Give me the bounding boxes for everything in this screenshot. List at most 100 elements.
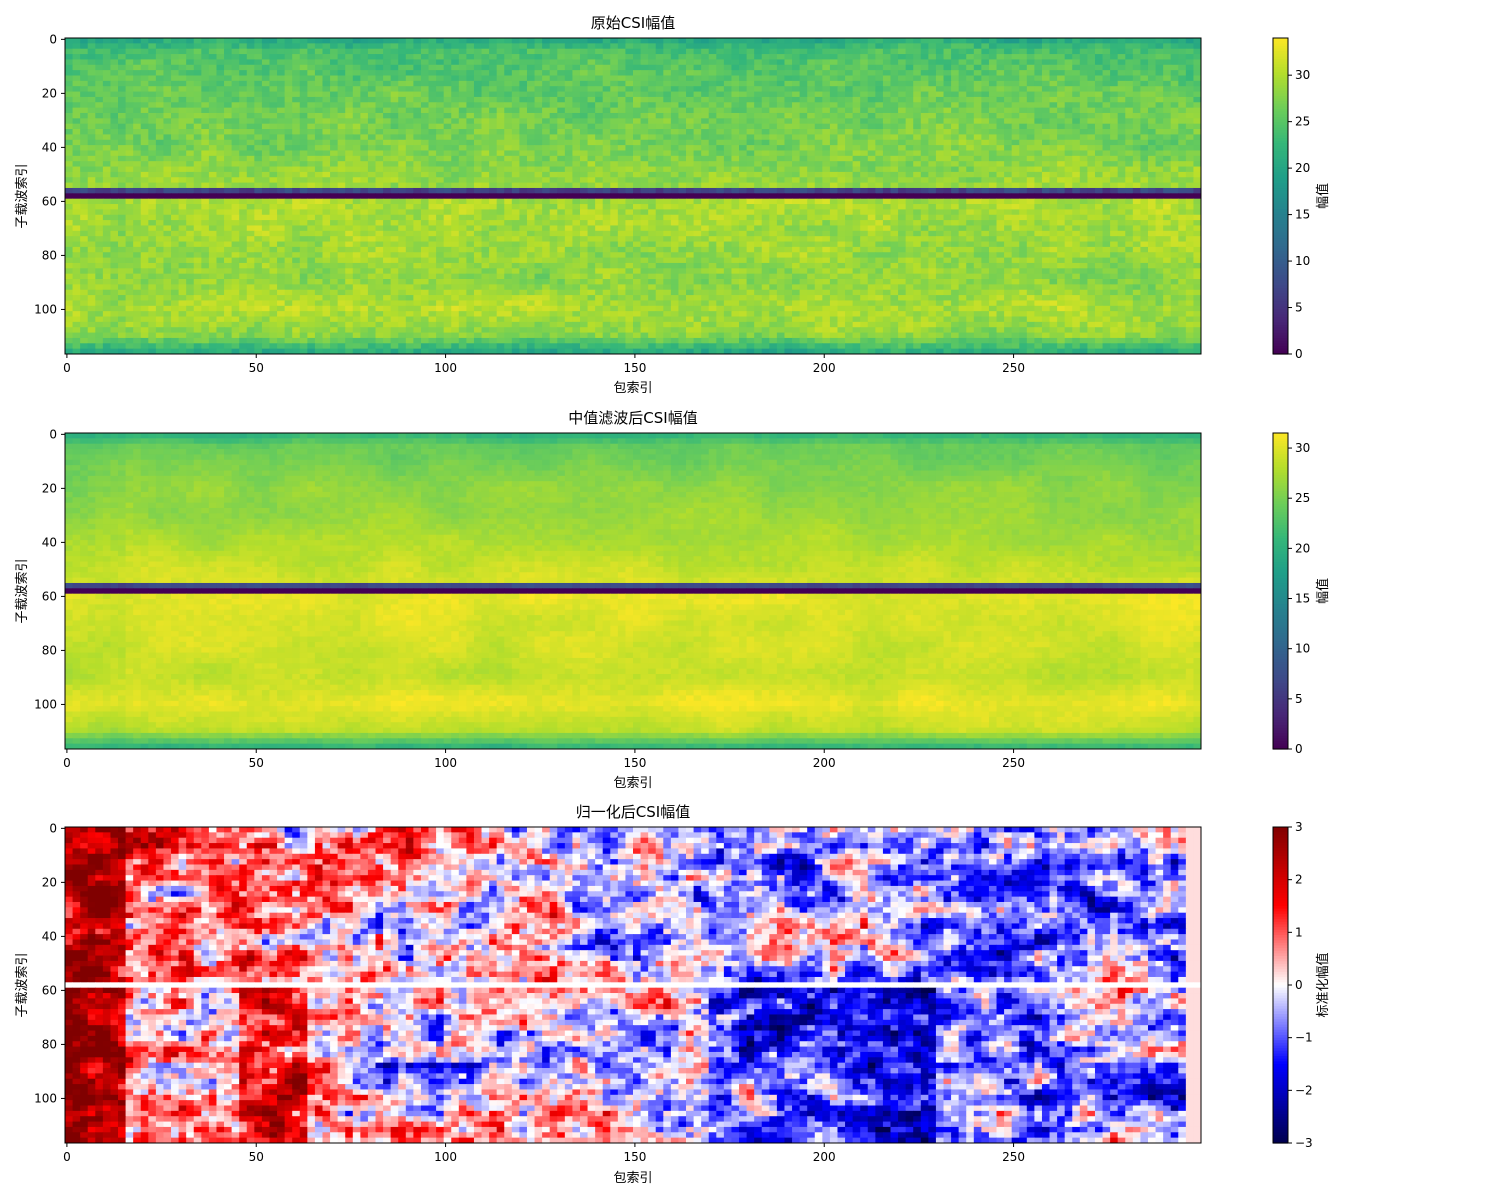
- heatmap-cell: [216, 80, 225, 87]
- heatmap-cell: [1026, 129, 1035, 135]
- heatmap-cell: [973, 118, 982, 125]
- heatmap-cell: [65, 107, 74, 114]
- heatmap-cell: [246, 123, 255, 130]
- heatmap-cell: [186, 91, 195, 98]
- heatmap-cell: [1117, 161, 1126, 168]
- heatmap-cell: [678, 193, 687, 200]
- heatmap-cell: [102, 198, 111, 205]
- heatmap-cell: [602, 118, 611, 125]
- heatmap-cell: [193, 70, 202, 76]
- heatmap-cell: [1094, 171, 1104, 178]
- heatmap-cell: [708, 43, 717, 50]
- heatmap-cell: [943, 102, 952, 109]
- heatmap-cell: [72, 59, 81, 66]
- heatmap-cell: [345, 129, 354, 135]
- heatmap-cell: [519, 123, 528, 130]
- heatmap-cell: [1087, 91, 1096, 98]
- heatmap-cell: [178, 75, 187, 82]
- heatmap-cell: [814, 161, 823, 168]
- heatmap-cell: [1064, 123, 1073, 130]
- heatmap-cell: [852, 48, 861, 55]
- heatmap-cell: [973, 123, 982, 130]
- heatmap-cell: [875, 139, 884, 146]
- heatmap-cell: [1163, 91, 1172, 98]
- heatmap-cell: [663, 150, 672, 157]
- heatmap-cell: [1079, 193, 1088, 200]
- heatmap-cell: [761, 166, 770, 173]
- heatmap-cell: [171, 198, 180, 205]
- heatmap-cell: [519, 166, 528, 173]
- heatmap-cell: [1064, 209, 1073, 216]
- heatmap-cell: [996, 70, 1005, 76]
- heatmap-cell: [360, 86, 369, 93]
- heatmap-cell: [769, 177, 778, 184]
- heatmap-cell: [292, 182, 301, 189]
- heatmap-cell: [519, 129, 528, 135]
- heatmap-cell: [1087, 43, 1096, 50]
- heatmap-cell: [375, 182, 384, 189]
- heatmap-cell: [701, 80, 710, 87]
- heatmap-cell: [723, 155, 732, 162]
- heatmap-cell: [118, 70, 127, 76]
- heatmap-cell: [617, 70, 626, 76]
- heatmap-cell: [761, 123, 770, 130]
- heatmap-cell: [519, 204, 528, 210]
- heatmap-cell: [284, 54, 293, 60]
- heatmap-cell: [193, 182, 202, 189]
- heatmap-cell: [905, 43, 914, 50]
- heatmap-cell: [716, 145, 725, 151]
- heatmap-cell: [867, 123, 876, 130]
- heatmap-cell: [254, 59, 263, 66]
- heatmap-cell: [133, 182, 142, 189]
- heatmap-cell: [375, 209, 384, 216]
- heatmap-cell: [299, 43, 308, 50]
- heatmap-cell: [784, 70, 793, 76]
- heatmap-cell: [352, 209, 361, 216]
- heatmap-cell: [428, 150, 437, 157]
- heatmap-cell: [1079, 75, 1088, 82]
- heatmap-cell: [375, 70, 384, 76]
- heatmap-cell: [951, 75, 960, 82]
- heatmap-cell: [1163, 54, 1172, 60]
- heatmap-cell: [1026, 166, 1035, 173]
- heatmap-cell: [436, 155, 445, 162]
- heatmap-cell: [822, 161, 831, 168]
- heatmap-cell: [920, 209, 929, 216]
- heatmap-cell: [928, 107, 937, 114]
- heatmap-cell: [867, 134, 876, 141]
- heatmap-cell: [973, 161, 982, 168]
- heatmap-cell: [913, 166, 922, 173]
- heatmap-cell: [617, 123, 626, 130]
- heatmap-cell: [65, 59, 74, 66]
- heatmap-cell: [1034, 43, 1043, 50]
- heatmap-cell: [807, 187, 816, 194]
- heatmap-cell: [314, 70, 323, 76]
- heatmap-cell: [549, 204, 558, 210]
- heatmap-cell: [345, 166, 354, 173]
- heatmap-cell: [693, 161, 702, 168]
- heatmap-cell: [504, 209, 513, 216]
- heatmap-cell: [322, 155, 331, 162]
- heatmap-cell: [102, 59, 111, 66]
- heatmap-cell: [1064, 139, 1073, 146]
- heatmap-cell: [769, 145, 778, 151]
- heatmap-cell: [231, 182, 240, 189]
- heatmap-cell: [739, 102, 748, 109]
- heatmap-cell: [1049, 209, 1058, 216]
- heatmap-cell: [345, 214, 354, 221]
- heatmap-cell: [466, 209, 475, 216]
- heatmap-cell: [420, 91, 430, 98]
- heatmap-cell: [148, 96, 157, 103]
- heatmap-cell: [708, 134, 717, 141]
- heatmap-cell: [87, 145, 96, 151]
- heatmap-cell: [208, 193, 217, 200]
- heatmap-cell: [935, 204, 944, 210]
- heatmap-cell: [383, 75, 392, 82]
- heatmap-cell: [1072, 59, 1081, 66]
- heatmap-cell: [708, 193, 717, 200]
- heatmap-cell: [1132, 96, 1141, 103]
- heatmap-cell: [1087, 193, 1096, 200]
- heatmap-cell: [443, 187, 452, 194]
- heatmap-cell: [504, 75, 513, 82]
- heatmap-cell: [254, 193, 263, 200]
